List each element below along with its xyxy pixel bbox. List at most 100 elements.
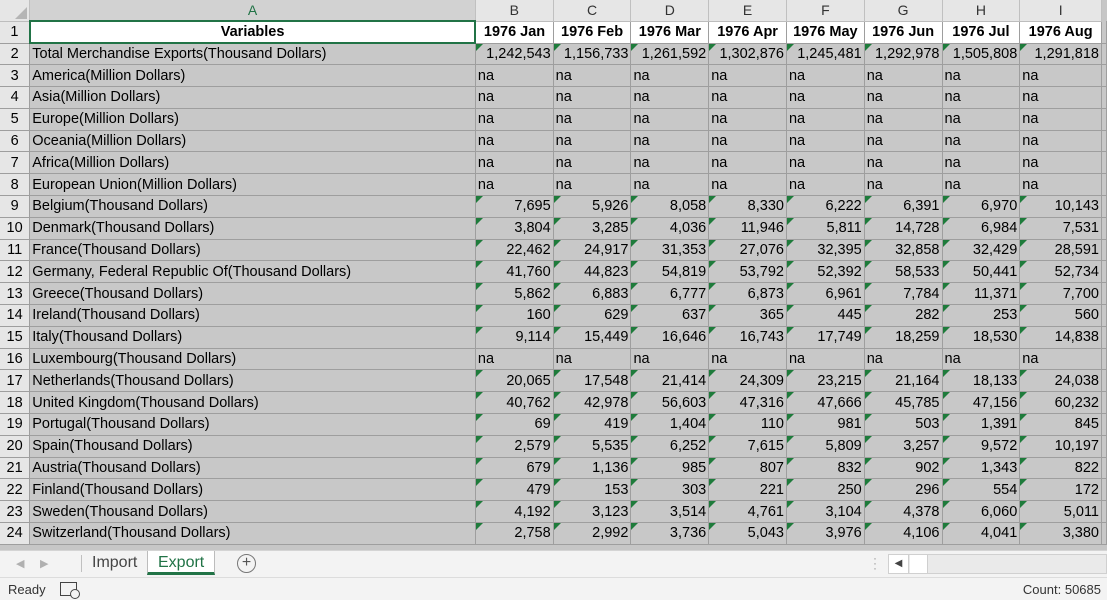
value-cell[interactable]: 4,192: [475, 500, 554, 524]
value-cell[interactable]: na: [475, 86, 554, 109]
value-cell[interactable]: 902: [864, 457, 943, 480]
value-cell[interactable]: 153: [553, 478, 632, 502]
value-cell[interactable]: 3,514: [630, 500, 710, 524]
value-cell[interactable]: na: [553, 108, 632, 131]
value-cell[interactable]: 1,156,733: [553, 43, 632, 66]
variable-cell[interactable]: Switzerland(Thousand Dollars): [29, 522, 476, 545]
value-cell[interactable]: 3,976: [786, 522, 865, 545]
value-cell[interactable]: 832: [786, 457, 865, 480]
value-cell[interactable]: na: [1019, 108, 1102, 131]
value-cell[interactable]: 24,917: [553, 239, 632, 262]
value-cell[interactable]: na: [942, 108, 1021, 131]
horizontal-scrollbar[interactable]: ◀: [888, 554, 1107, 574]
value-cell[interactable]: 6,984: [942, 217, 1021, 240]
value-cell[interactable]: 822: [1019, 457, 1102, 480]
value-cell[interactable]: 7,700: [1019, 282, 1102, 306]
row-number[interactable]: 4: [0, 86, 31, 109]
value-cell[interactable]: 6,777: [630, 282, 710, 306]
value-cell[interactable]: 44,823: [553, 260, 632, 284]
value-cell[interactable]: 6,252: [630, 435, 710, 458]
value-cell[interactable]: 296: [864, 478, 943, 502]
row-number[interactable]: 13: [0, 282, 31, 306]
value-cell[interactable]: 5,535: [553, 435, 632, 458]
month-header-cell[interactable]: 1976 Feb: [553, 21, 632, 44]
value-cell[interactable]: na: [864, 348, 943, 371]
value-cell[interactable]: 3,804: [475, 217, 554, 240]
macro-record-icon[interactable]: [60, 582, 80, 599]
value-cell[interactable]: 27,076: [708, 239, 787, 262]
value-cell[interactable]: 6,883: [553, 282, 632, 306]
row-number[interactable]: 24: [0, 522, 31, 545]
value-cell[interactable]: na: [1019, 86, 1102, 109]
value-cell[interactable]: na: [942, 173, 1021, 197]
value-cell[interactable]: na: [475, 173, 554, 197]
value-cell[interactable]: 32,429: [942, 239, 1021, 262]
value-cell[interactable]: 5,043: [708, 522, 787, 545]
variable-cell[interactable]: Africa(Million Dollars): [29, 151, 476, 175]
variable-cell[interactable]: Spain(Thousand Dollars): [29, 435, 476, 458]
value-cell[interactable]: na: [708, 130, 787, 153]
value-cell[interactable]: 6,222: [786, 195, 865, 218]
value-cell[interactable]: na: [630, 151, 710, 175]
row-number[interactable]: 2: [0, 43, 31, 66]
scroll-thumb[interactable]: [910, 555, 928, 573]
month-header-cell[interactable]: 1976 Jun: [864, 21, 943, 44]
value-cell[interactable]: 6,873: [708, 282, 787, 306]
prev-sheet-icon[interactable]: ◀: [16, 558, 25, 570]
variable-cell[interactable]: Austria(Thousand Dollars): [29, 457, 476, 480]
value-cell[interactable]: 18,259: [864, 326, 943, 349]
value-cell[interactable]: 807: [708, 457, 787, 480]
value-cell[interactable]: 6,060: [942, 500, 1021, 524]
row-number[interactable]: 20: [0, 435, 31, 458]
value-cell[interactable]: na: [786, 86, 865, 109]
value-cell[interactable]: 172: [1019, 478, 1102, 502]
column-header-a[interactable]: A: [29, 0, 476, 22]
value-cell[interactable]: 15,449: [553, 326, 632, 349]
select-all-corner[interactable]: [0, 0, 31, 22]
value-cell[interactable]: 5,862: [475, 282, 554, 306]
value-cell[interactable]: 5,809: [786, 435, 865, 458]
value-cell[interactable]: 365: [708, 304, 787, 327]
value-cell[interactable]: 47,156: [942, 391, 1021, 415]
value-cell[interactable]: na: [708, 173, 787, 197]
value-cell[interactable]: 3,257: [864, 435, 943, 458]
row-number[interactable]: 12: [0, 260, 31, 284]
value-cell[interactable]: na: [708, 86, 787, 109]
column-header-e[interactable]: E: [708, 0, 787, 22]
status-count[interactable]: Count: 50685: [1022, 582, 1101, 597]
value-cell[interactable]: na: [786, 151, 865, 175]
value-cell[interactable]: 41,760: [475, 260, 554, 284]
value-cell[interactable]: 845: [1019, 413, 1102, 436]
value-cell[interactable]: 445: [786, 304, 865, 327]
column-header-d[interactable]: D: [630, 0, 710, 22]
value-cell[interactable]: 50,441: [942, 260, 1021, 284]
value-cell[interactable]: na: [553, 86, 632, 109]
value-cell[interactable]: 554: [942, 478, 1021, 502]
variable-cell[interactable]: Italy(Thousand Dollars): [29, 326, 476, 349]
value-cell[interactable]: 4,378: [864, 500, 943, 524]
value-cell[interactable]: 24,038: [1019, 369, 1102, 393]
value-cell[interactable]: na: [475, 108, 554, 131]
value-cell[interactable]: na: [864, 173, 943, 197]
value-cell[interactable]: na: [553, 151, 632, 175]
row-number[interactable]: 18: [0, 391, 31, 415]
value-cell[interactable]: 6,970: [942, 195, 1021, 218]
value-cell[interactable]: 1,242,543: [475, 43, 554, 66]
value-cell[interactable]: 47,316: [708, 391, 787, 415]
value-cell[interactable]: 23,215: [786, 369, 865, 393]
variable-cell[interactable]: Total Merchandise Exports(Thousand Dolla…: [29, 43, 476, 66]
value-cell[interactable]: 6,391: [864, 195, 943, 218]
value-cell[interactable]: 3,104: [786, 500, 865, 524]
value-cell[interactable]: na: [630, 108, 710, 131]
row-number[interactable]: 23: [0, 500, 31, 524]
value-cell[interactable]: 52,392: [786, 260, 865, 284]
value-cell[interactable]: 16,646: [630, 326, 710, 349]
value-cell[interactable]: 11,371: [942, 282, 1021, 306]
triangle-left-icon[interactable]: ◀: [889, 555, 909, 573]
value-cell[interactable]: na: [786, 108, 865, 131]
value-cell[interactable]: na: [942, 130, 1021, 153]
row-number[interactable]: 17: [0, 369, 31, 393]
plus-circle-icon[interactable]: +: [237, 554, 256, 573]
value-cell[interactable]: 60,232: [1019, 391, 1102, 415]
value-cell[interactable]: 31,353: [630, 239, 710, 262]
